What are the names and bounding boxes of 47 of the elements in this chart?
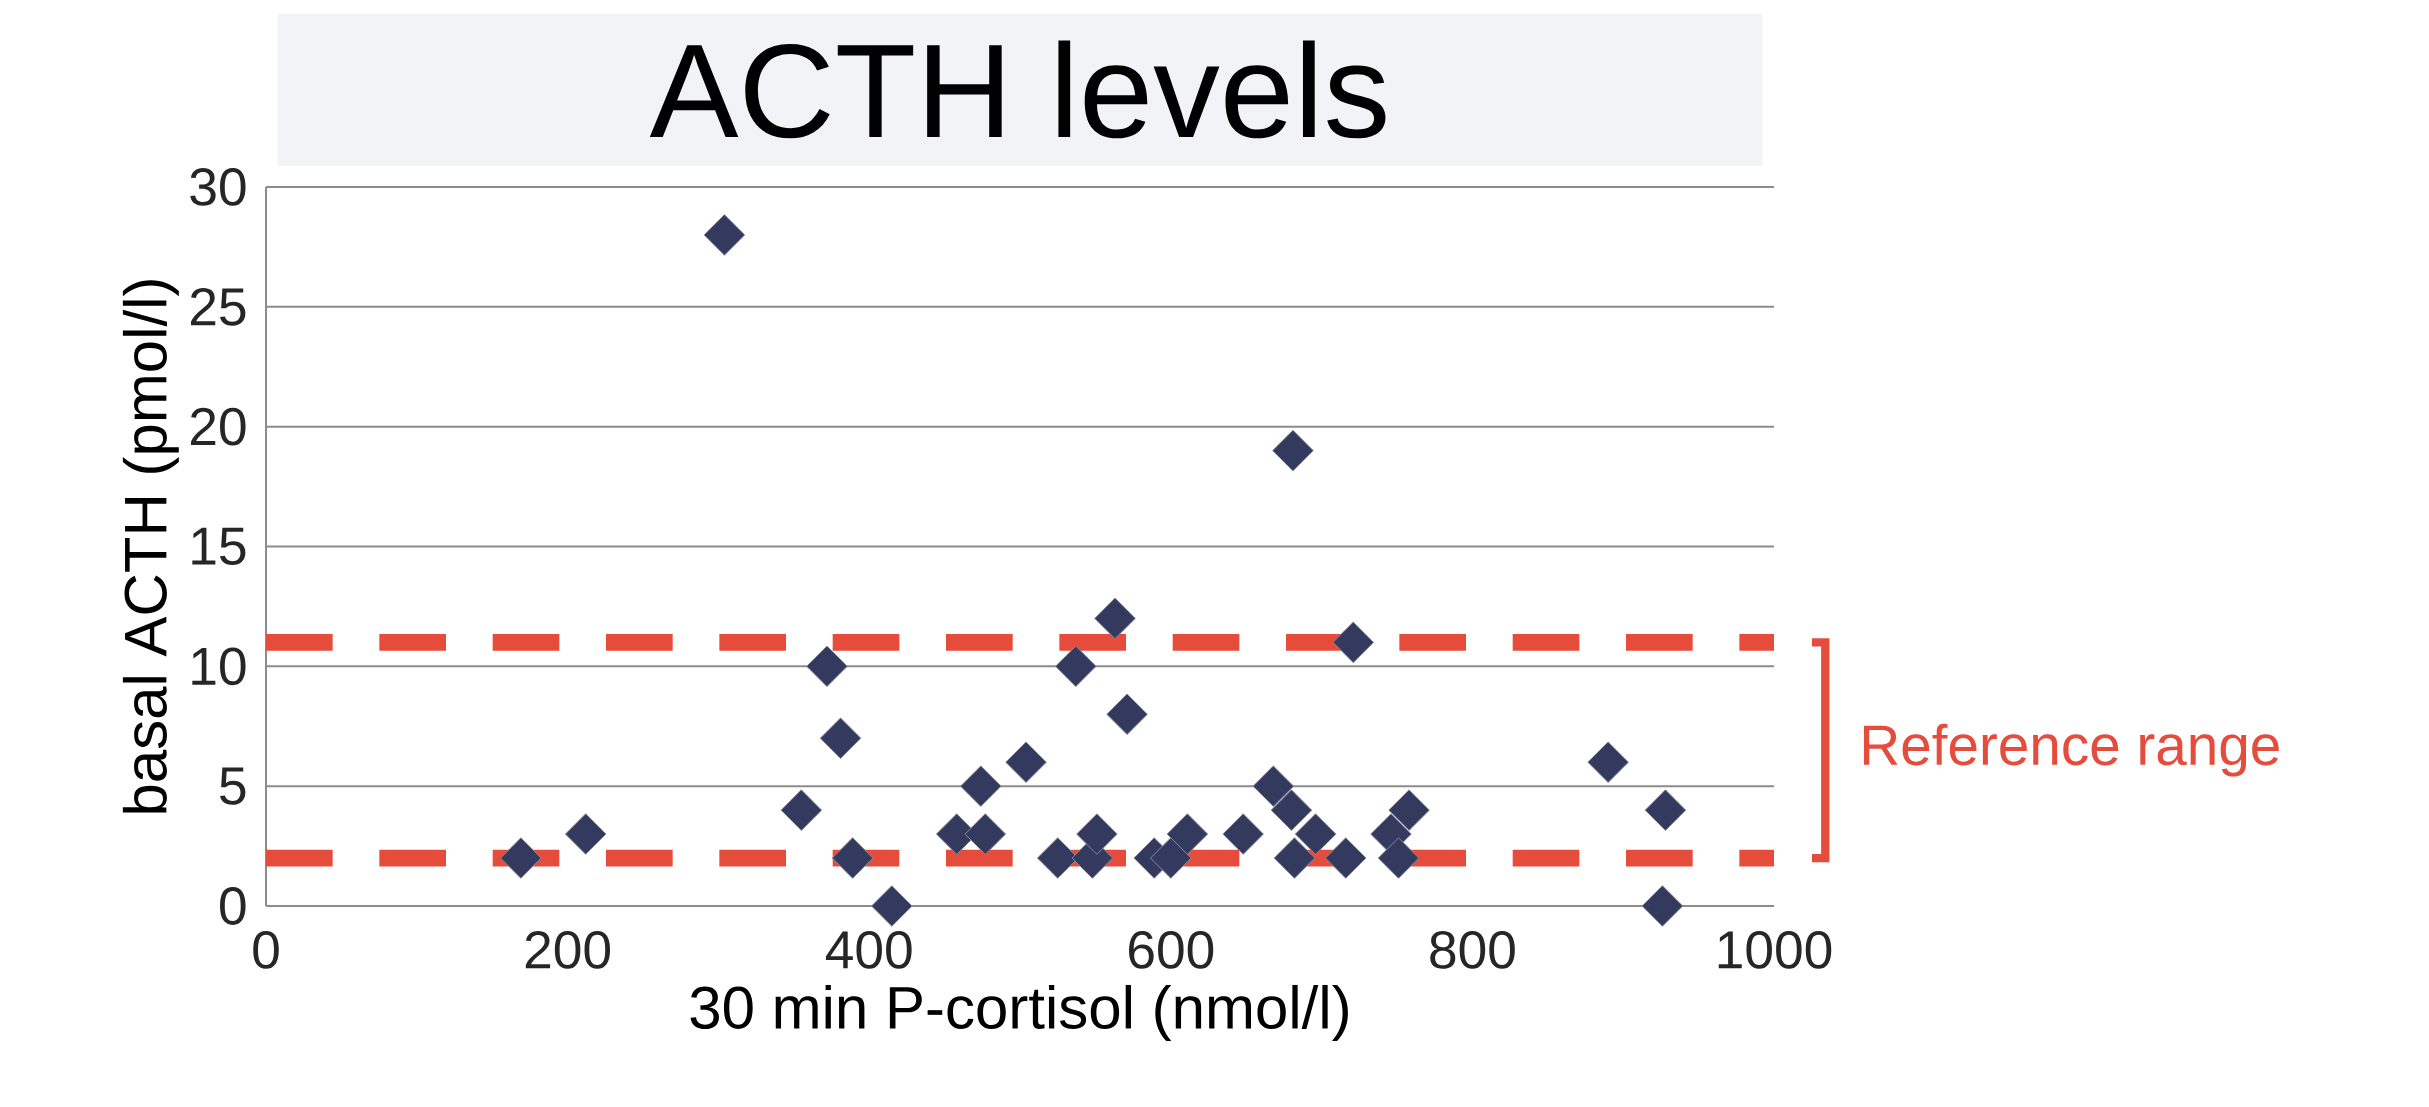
x-tick-label: 0 bbox=[253, 931, 279, 969]
x-tick-label: 600 bbox=[1129, 931, 1214, 969]
point bbox=[703, 214, 746, 256]
y-tick-label: 15 bbox=[192, 527, 246, 566]
x-axis-title: 30 min P-cortisol (nmol/l) bbox=[690, 984, 1348, 1041]
point bbox=[1332, 621, 1375, 664]
point bbox=[1388, 789, 1430, 831]
point bbox=[806, 645, 848, 688]
point bbox=[1641, 885, 1684, 927]
point bbox=[1324, 837, 1367, 879]
point bbox=[564, 813, 607, 855]
point bbox=[1005, 741, 1047, 783]
point bbox=[1106, 693, 1148, 736]
point bbox=[1076, 813, 1118, 855]
point bbox=[1587, 741, 1629, 783]
point bbox=[780, 789, 823, 831]
y-axis-title: basal ACTH (pmol/l) bbox=[122, 280, 179, 813]
point bbox=[1094, 597, 1136, 640]
text: Reference range bbox=[1863, 723, 2279, 777]
point bbox=[1270, 789, 1313, 831]
x-tick-label: 800 bbox=[1430, 931, 1515, 969]
point bbox=[960, 765, 1002, 807]
x-tick-label: 400 bbox=[825, 931, 912, 969]
point bbox=[1272, 429, 1314, 472]
y-tick-label: 10 bbox=[192, 647, 246, 686]
point bbox=[1252, 765, 1295, 807]
y-tick-label: 5 bbox=[220, 767, 246, 805]
x-tick-label: 200 bbox=[525, 931, 611, 969]
point bbox=[1222, 813, 1264, 855]
point bbox=[871, 885, 913, 927]
chart-title: ACTH levels bbox=[649, 40, 1386, 139]
point bbox=[1055, 645, 1097, 688]
point bbox=[1377, 837, 1420, 879]
x-tick-label: 1000 bbox=[1718, 931, 1832, 969]
y-tick-label: 0 bbox=[220, 887, 246, 925]
point bbox=[1644, 789, 1687, 831]
point bbox=[1273, 837, 1316, 879]
point bbox=[819, 717, 862, 759]
point bbox=[500, 837, 542, 879]
point bbox=[1166, 813, 1209, 855]
point bbox=[1294, 813, 1337, 855]
y-tick-label: 30 bbox=[190, 168, 246, 206]
y-tick-label: 20 bbox=[190, 407, 246, 446]
y-tick-label: 25 bbox=[190, 287, 246, 326]
point bbox=[1150, 837, 1192, 879]
point bbox=[831, 837, 874, 879]
point bbox=[964, 813, 1007, 855]
